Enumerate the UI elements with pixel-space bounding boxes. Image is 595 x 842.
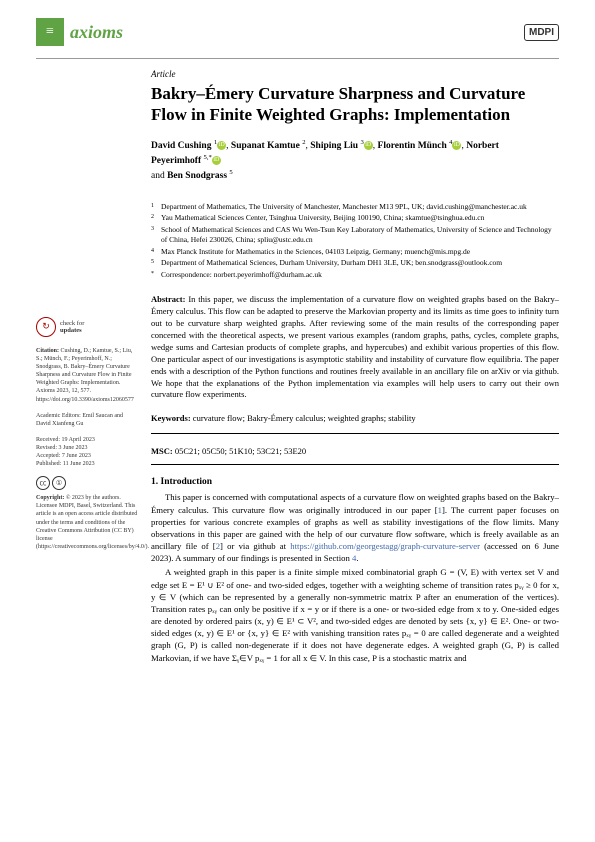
sidebar: ↻ check for updates Citation: Cushing, D… — [36, 69, 151, 666]
orcid-icon: iD — [452, 141, 461, 150]
keywords: Keywords: curvature flow; Bakry-Émery ca… — [151, 413, 559, 423]
affiliations: 1Department of Mathematics, The Universi… — [151, 202, 559, 281]
orcid-icon: iD — [364, 141, 373, 150]
dates-block: Received: 19 April 2023 Revised: 3 June … — [36, 436, 139, 468]
section-1-body: This paper is concerned with computation… — [151, 491, 559, 663]
cc-license-icons: ㏄ ① — [36, 476, 139, 490]
cc-icon: ㏄ — [36, 476, 50, 490]
editors-block: Academic Editors: Emil Saucan and David … — [36, 412, 139, 428]
github-link[interactable]: https://github.com/georgestagg/graph-cur… — [290, 541, 480, 551]
publisher-logo: MDPI — [524, 24, 559, 41]
keywords-divider — [151, 433, 559, 434]
journal-name: axioms — [70, 22, 123, 43]
check-updates-badge[interactable]: ↻ check for updates — [36, 317, 139, 337]
article-type: Article — [151, 69, 559, 79]
axioms-icon: ≡ — [36, 18, 64, 46]
header: ≡ axioms MDPI — [0, 0, 595, 58]
by-icon: ① — [52, 476, 66, 490]
citation-block: Citation: Cushing, D.; Kamtue, S.; Liu, … — [36, 347, 139, 404]
copyright-block: Copyright: © 2023 by the authors. Licens… — [36, 494, 139, 551]
orcid-icon: iD — [212, 156, 221, 165]
article-title: Bakry–Émery Curvature Sharpness and Curv… — [151, 83, 559, 126]
journal-logo: ≡ axioms — [36, 18, 123, 46]
msc-codes: MSC: 05C21; 05C50; 51K10; 53C21; 53E20 — [151, 446, 559, 456]
orcid-icon: iD — [217, 141, 226, 150]
section-1-title: 1. Introduction — [151, 477, 559, 487]
msc-divider — [151, 464, 559, 465]
check-updates-icon: ↻ — [36, 317, 56, 337]
article-body: Article Bakry–Émery Curvature Sharpness … — [151, 69, 559, 666]
abstract: Abstract: In this paper, we discuss the … — [151, 294, 559, 401]
check-updates-text: check for updates — [60, 320, 84, 334]
author-list: David Cushing 1iD, Supanat Kamtue 2, Shi… — [151, 138, 559, 184]
